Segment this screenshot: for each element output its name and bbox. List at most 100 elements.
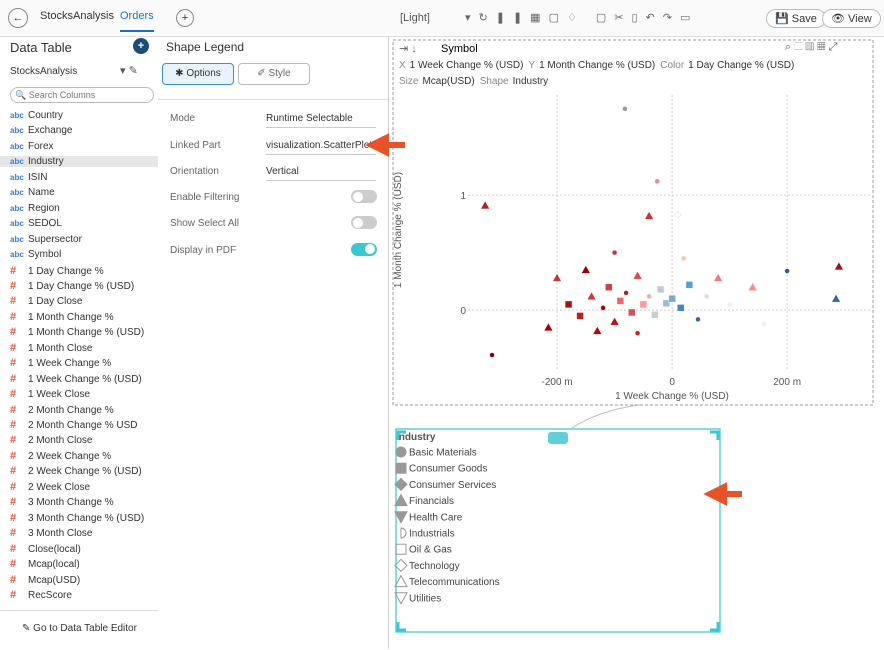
column-item[interactable]: # Close(local) — [10, 543, 81, 555]
back-button[interactable]: ← — [8, 8, 28, 28]
column-item[interactable]: #1 Month Change % — [10, 311, 114, 323]
column-item[interactable]: abc ISIN — [10, 172, 47, 183]
search-box[interactable]: 🔍 Search Columns — [10, 87, 154, 103]
field-value[interactable]: visualization.ScatterPlot1 — [266, 140, 378, 155]
callout-arrow — [703, 482, 742, 506]
tab[interactable]: StocksAnalysis — [40, 10, 114, 22]
column-item[interactable]: # RecScore — [10, 589, 72, 601]
column-item[interactable]: # Mcap(USD) — [10, 574, 80, 586]
options-tab[interactable]: ✱ Options — [162, 63, 234, 85]
x-axis-label: 1 Week Change % (USD) — [615, 391, 729, 402]
column-type: # — [10, 279, 17, 292]
column-item[interactable]: abc Country — [10, 110, 63, 121]
column-item[interactable]: abc Symbol — [10, 249, 61, 260]
x-tick-label: -200 m — [541, 377, 572, 388]
column-type: abc — [10, 219, 24, 229]
legend-frame — [395, 428, 721, 633]
point — [685, 281, 694, 289]
mapping-value: 1 Day Change % (USD) — [688, 60, 794, 71]
toggle-knob — [365, 244, 375, 255]
theme-select[interactable]: [Light] — [400, 12, 430, 24]
point — [632, 270, 643, 280]
legend-icon — [395, 446, 407, 458]
column-item[interactable]: #3 Month Change % — [10, 496, 114, 508]
column-type: abc — [10, 157, 24, 167]
column-name: Supersector — [28, 233, 82, 245]
column-item[interactable]: #2 Week Close — [10, 481, 90, 493]
column-item[interactable]: #1 Week Change % (USD) — [10, 373, 142, 385]
point — [639, 300, 648, 309]
column-name: 1 Month Change % — [28, 311, 114, 323]
style-tab[interactable]: ✐ Style — [238, 63, 310, 85]
toggle[interactable] — [351, 242, 377, 256]
column-type: # — [10, 573, 17, 586]
column-name: 2 Week Change % (USD) — [28, 466, 142, 478]
legend-icon — [394, 493, 408, 507]
column-item[interactable]: #2 Week Change % — [10, 450, 111, 462]
column-item[interactable]: #2 Month Close — [10, 434, 92, 446]
column-item[interactable]: #1 Day Close — [10, 295, 82, 307]
field-label: Linked Part — [170, 139, 221, 151]
column-type: abc — [10, 141, 24, 151]
toolbar-icons: ▾↻❚❚▦▢♢ ▢✂▯↶↷▭ — [465, 12, 699, 24]
column-type: abc — [10, 250, 24, 260]
column-type: abc — [10, 111, 24, 120]
column-item[interactable]: #2 Week Change % (USD) — [10, 465, 142, 477]
toolbar-icons: ⌕ ⬚ ▥ ▦ ⤢ — [785, 41, 838, 53]
column-type: # — [10, 434, 17, 447]
column-item[interactable]: #1 Day Change % — [10, 265, 104, 277]
toggle[interactable] — [351, 216, 377, 230]
add-button[interactable]: + — [133, 38, 149, 54]
point — [552, 272, 562, 282]
column-item[interactable]: abc Exchange — [10, 125, 72, 136]
column-name: 3 Month Change % — [28, 497, 114, 509]
mapping-key: Color — [660, 60, 685, 71]
column-item[interactable]: abc Supersector — [10, 234, 82, 245]
column-item[interactable]: #1 Month Close — [10, 342, 92, 354]
mapping-value: 1 Week Change % (USD) — [410, 60, 524, 71]
column-item[interactable]: #3 Month Change % (USD) — [10, 512, 144, 524]
column-item[interactable]: #2 Month Change % — [10, 404, 114, 416]
source-dropdown[interactable]: ▾ ✎ — [120, 65, 138, 77]
column-item[interactable]: abc Name — [10, 187, 55, 198]
point — [703, 293, 710, 300]
save-button[interactable]: 💾 Save — [766, 9, 826, 28]
column-name: 1 Week Change % (USD) — [28, 373, 142, 385]
column-item[interactable]: #1 Month Change % (USD) — [10, 326, 144, 338]
footer-link[interactable]: ✎ Go to Data Table Editor — [22, 623, 137, 634]
column-item[interactable]: abc Region — [10, 203, 60, 214]
legend-icon — [394, 511, 408, 524]
view-button[interactable]: 👁 View — [822, 9, 881, 28]
toggle[interactable] — [351, 190, 377, 203]
column-item[interactable]: abc Industry — [0, 156, 158, 168]
column-item[interactable]: #1 Day Change % (USD) — [10, 280, 134, 292]
point — [628, 308, 636, 317]
y-tick-label: 0 — [460, 306, 466, 317]
column-item[interactable]: abc Forex — [10, 141, 54, 152]
column-item[interactable]: abc SEDOL — [10, 218, 62, 229]
add-tab[interactable]: + — [176, 9, 194, 27]
column-name: Forex — [28, 140, 54, 152]
column-type: # — [10, 511, 17, 524]
column-name: SEDOL — [28, 218, 62, 230]
point — [600, 305, 606, 311]
column-item[interactable]: #1 Week Close — [10, 388, 90, 400]
field-value[interactable]: Vertical — [266, 166, 376, 181]
resize-corner — [396, 430, 406, 440]
scatter-frame — [392, 39, 874, 406]
point — [623, 290, 629, 296]
point — [834, 261, 844, 271]
point — [605, 283, 613, 291]
field-value[interactable]: Runtime Selectable — [266, 113, 376, 128]
column-item[interactable]: #3 Month Close — [10, 527, 92, 539]
column-type: # — [10, 496, 17, 509]
column-item[interactable]: #1 Week Change % — [10, 357, 111, 369]
tab-active[interactable]: Orders — [120, 10, 154, 32]
column-type: # — [10, 480, 17, 493]
column-item[interactable]: #2 Month Change % USD — [10, 419, 138, 431]
point — [543, 322, 554, 332]
legend-icon — [394, 592, 408, 605]
column-type: # — [10, 388, 17, 401]
column-item[interactable]: # Mcap(local) — [10, 558, 80, 570]
resize-corner — [710, 622, 720, 632]
